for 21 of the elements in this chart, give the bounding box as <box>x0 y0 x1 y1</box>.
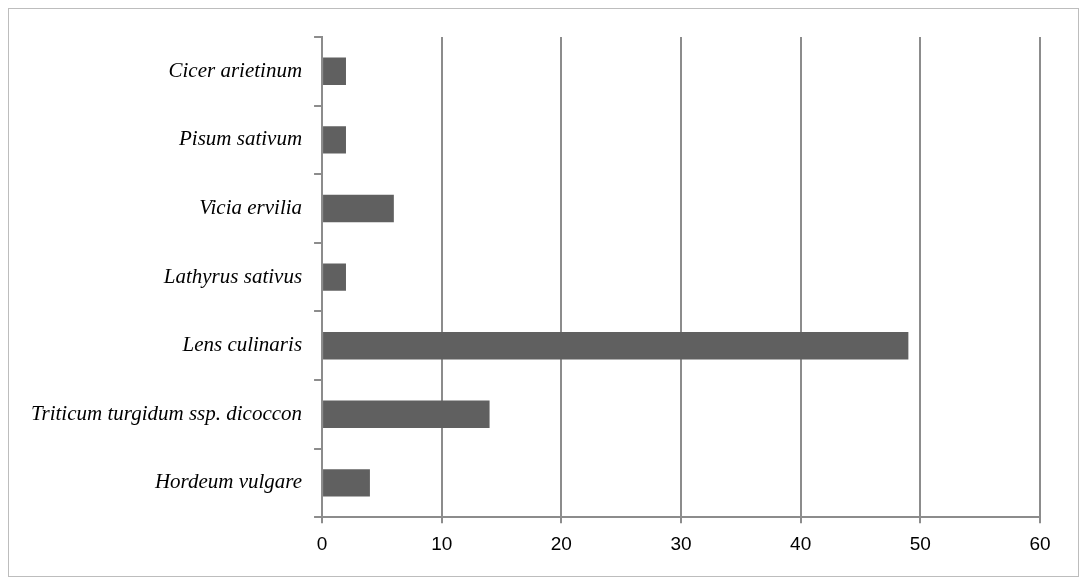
y-tick-label: Pisum sativum <box>177 126 303 151</box>
y-tick-label: Lens culinaris <box>181 332 303 357</box>
x-tick-label: 50 <box>909 532 931 554</box>
x-tick-label: 20 <box>550 532 572 554</box>
x-tick-label: 60 <box>1029 532 1051 554</box>
x-tick-label: 0 <box>316 532 328 554</box>
y-tick-label: Triticum turgidum ssp. dicoccon <box>30 400 303 425</box>
bar <box>323 126 346 154</box>
x-tick-label: 10 <box>431 532 453 554</box>
x-tick-label: 40 <box>790 532 812 554</box>
bar <box>323 331 909 360</box>
y-tick-label: Lathyrus sativus <box>162 263 303 288</box>
y-tick-label: Hordeum vulgare <box>153 469 303 494</box>
x-tick-label: 30 <box>670 532 692 554</box>
bar <box>323 263 346 291</box>
bar <box>323 57 346 86</box>
bar <box>323 194 394 223</box>
bar <box>323 400 490 429</box>
bar <box>323 469 370 497</box>
y-tick-label: Vicia ervilia <box>199 195 303 220</box>
y-tick-label: Cicer arietinum <box>168 57 303 82</box>
